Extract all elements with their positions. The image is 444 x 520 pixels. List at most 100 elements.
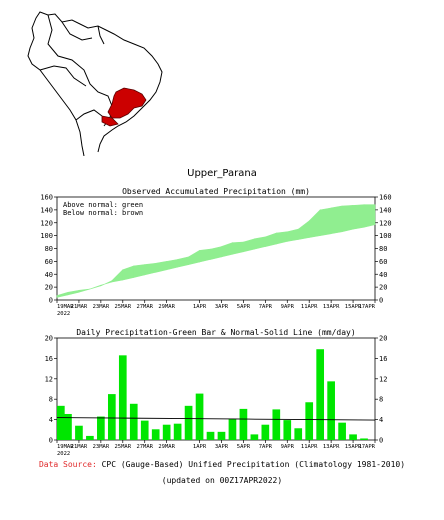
- y-tick-label-left: 120: [40, 219, 53, 227]
- accumulated-band-segment: [254, 236, 266, 250]
- accumulated-band-segment: [78, 288, 90, 293]
- y-tick-label-left: 8: [49, 396, 53, 404]
- accumulated-band-segment: [232, 241, 244, 255]
- accumulated-band-segment: [67, 289, 80, 296]
- accumulated-precipitation-chart: Observed Accumulated Precipitation (mm) 0…: [40, 187, 391, 317]
- x-tick-label: 27MAR: [136, 304, 153, 310]
- y-tick-label-left: 140: [40, 206, 53, 214]
- accumulated-band-segment: [265, 232, 277, 247]
- daily-precip-bar: [57, 405, 65, 440]
- x-tick-label: 5APR: [237, 304, 251, 310]
- daily-precip-bar: [173, 423, 182, 440]
- accumulated-band-segment: [341, 205, 354, 233]
- daily-precip-bar: [261, 424, 270, 440]
- y-tick-label-left: 80: [45, 245, 53, 253]
- x-tick-label: 19MAR: [57, 444, 74, 450]
- accumulated-band-segment: [188, 249, 200, 265]
- x-tick-label: 19MAR: [57, 304, 74, 310]
- accumulated-band-segment: [363, 204, 376, 228]
- accumulated-band-segment: [308, 209, 321, 238]
- daily-precip-bar: [195, 393, 204, 440]
- normal-line: [56, 417, 376, 421]
- daily-precip-bar: [327, 381, 335, 440]
- daily-precip-bar: [118, 355, 127, 440]
- legend-entry: Above normal: green: [63, 201, 143, 209]
- x-tick-label: 7APR: [259, 444, 273, 450]
- daily-precip-bar: [349, 434, 357, 440]
- accumulated-band-segment: [352, 204, 365, 230]
- data-source-label: Data Source:: [38, 460, 97, 469]
- x-tick-label: 1APR: [193, 304, 207, 310]
- y-tick-label-right: 16: [379, 355, 387, 363]
- y-tick-label-left: 0: [49, 437, 53, 445]
- x-tick-label: 17APR: [358, 304, 375, 310]
- y-tick-label-right: 80: [379, 245, 387, 253]
- accumulated-band-segment: [100, 280, 113, 287]
- x-tick-label: 9APR: [281, 304, 295, 310]
- accumulated-band-segment: [166, 259, 178, 271]
- y-tick-label-right: 120: [379, 219, 392, 227]
- accumulated-band-segment: [144, 262, 156, 276]
- accumulated-band-segment: [133, 264, 146, 278]
- location-map: [27, 11, 163, 156]
- y-tick-label-left: 40: [45, 271, 53, 279]
- accumulated-band-segment: [199, 248, 211, 263]
- x-tick-label: 23MAR: [93, 444, 110, 450]
- x-tick-label: 11APR: [301, 304, 318, 310]
- daily-precipitation-chart: Daily Precipitation-Green Bar & Normal-S…: [45, 328, 388, 457]
- accumulated-band-segment: [155, 261, 167, 273]
- daily-precip-bar: [184, 405, 193, 440]
- daily-precip-bar: [129, 403, 138, 440]
- daily-precip-bar: [140, 420, 149, 440]
- y-tick-label-right: 140: [379, 206, 392, 214]
- accumulated-band-segment: [89, 284, 102, 290]
- accumulated-band-segment: [297, 220, 310, 240]
- daily-precip-bar: [97, 416, 105, 440]
- accumulated-band-segment: [111, 269, 124, 283]
- x-tick-label: 2022: [57, 311, 70, 317]
- daily-precip-bar: [294, 428, 303, 440]
- legend-entry: Below normal: brown: [63, 209, 143, 217]
- region-title: Upper_Parana: [187, 168, 257, 179]
- y-tick-label-left: 16: [45, 355, 53, 363]
- daily-precip-bar: [360, 438, 368, 440]
- accumulated-band-segment: [122, 265, 135, 281]
- chart-title: Daily Precipitation-Green Bar & Normal-S…: [76, 328, 355, 337]
- y-tick-label-left: 0: [49, 297, 53, 305]
- y-tick-label-right: 20: [379, 335, 387, 343]
- upper-parana-region: [101, 87, 147, 127]
- x-tick-label: 23MAR: [93, 304, 110, 310]
- south-america-coastline: [27, 11, 163, 156]
- accumulated-band-segment: [319, 207, 332, 236]
- daily-precip-bar: [107, 394, 116, 440]
- daily-precip-bar: [239, 408, 248, 440]
- daily-precip-bar: [283, 420, 292, 440]
- y-tick-label-right: 20: [379, 284, 387, 292]
- y-tick-label-left: 100: [40, 232, 53, 240]
- y-tick-label-left: 160: [40, 194, 53, 202]
- x-tick-label: 13APR: [323, 444, 340, 450]
- y-tick-label-right: 60: [379, 258, 387, 266]
- accumulated-band-segment: [276, 231, 288, 245]
- data-source-line: Data Source: CPC (Gauge-Based) Unified P…: [0, 460, 444, 469]
- accumulated-band-segment: [221, 242, 233, 258]
- x-tick-label: 29MAR: [158, 444, 175, 450]
- x-tick-label: 17APR: [358, 444, 375, 450]
- accumulated-band-segment: [177, 256, 189, 268]
- y-tick-label-right: 4: [379, 416, 383, 424]
- y-tick-label-right: 0: [379, 297, 383, 305]
- x-tick-label: 3APR: [215, 304, 229, 310]
- daily-precip-bar: [338, 422, 346, 440]
- x-tick-label: 2022: [57, 451, 70, 457]
- x-tick-label: 9APR: [281, 444, 295, 450]
- accumulated-band-segment: [56, 291, 69, 298]
- x-tick-label: 27MAR: [136, 444, 153, 450]
- x-tick-label: 25MAR: [115, 444, 132, 450]
- x-tick-label: 15APR: [345, 444, 362, 450]
- x-tick-label: 5APR: [237, 444, 251, 450]
- daily-precip-bar: [272, 409, 281, 440]
- y-tick-label-right: 8: [379, 396, 383, 404]
- x-tick-label: 25MAR: [115, 304, 132, 310]
- x-tick-label: 29MAR: [158, 304, 175, 310]
